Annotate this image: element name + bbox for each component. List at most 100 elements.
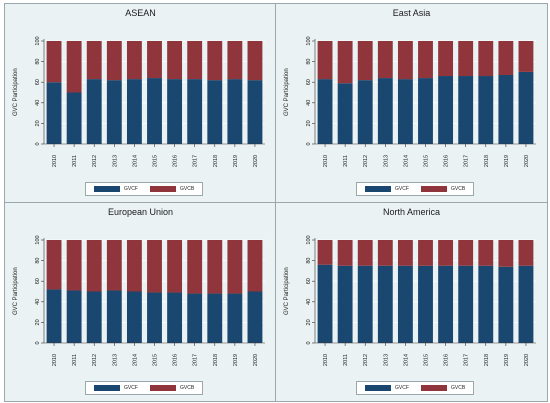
legend: GVCF GVCB: [356, 182, 474, 196]
x-tick-label: 2012: [92, 354, 98, 366]
bar-segment-gvcb: [66, 240, 82, 291]
legend-label: GVCB: [451, 385, 466, 391]
bar-segment-gvcf: [247, 80, 263, 144]
x-tick-label: 2019: [233, 354, 239, 366]
chart-title: North America: [382, 207, 441, 217]
x-tick-label: 2015: [153, 155, 159, 167]
bar-segment-gvcf: [478, 265, 494, 343]
legend-item: GVCF: [94, 186, 138, 192]
legend-label: GVCB: [180, 385, 195, 391]
y-tick-label: 100: [306, 36, 312, 45]
bar-segment-gvcb: [498, 240, 514, 267]
bar-segment-gvcf: [167, 79, 183, 144]
x-tick-label: 2018: [484, 354, 490, 366]
bar-segment-gvcf: [498, 74, 514, 144]
x-tick-label: 2017: [193, 354, 199, 366]
bar-segment-gvcb: [498, 41, 514, 75]
x-tick-label: 2017: [464, 155, 470, 167]
bar-segment-gvcb: [317, 41, 333, 80]
bar-segment-gvcb: [317, 240, 333, 265]
chart-title: ASEAN: [125, 8, 156, 18]
bar-segment-gvcb: [86, 41, 102, 80]
bar-segment-gvcb: [397, 41, 413, 80]
bar-segment-gvcf: [438, 76, 454, 144]
bar-segment-gvcf: [187, 293, 203, 343]
x-tick-label: 2013: [112, 354, 118, 366]
legend-item: GVCB: [421, 186, 465, 192]
y-tick-label: 20: [306, 120, 312, 126]
legend-swatch: [150, 186, 176, 192]
legend-label: GVCF: [124, 186, 138, 192]
legend-item: GVCF: [94, 385, 138, 391]
x-tick-label: 2014: [403, 354, 409, 366]
x-tick-label: 2011: [343, 155, 349, 167]
x-tick-label: 2018: [213, 155, 219, 167]
bar-segment-gvcb: [247, 240, 263, 292]
y-tick-label: 40: [306, 299, 312, 305]
x-tick-label: 2017: [193, 155, 199, 167]
legend-label: GVCB: [180, 186, 195, 192]
bar-segment-gvcf: [498, 266, 514, 343]
bar-segment-gvcf: [438, 265, 454, 343]
chart-panel: European Union GVC Participation 0 20 40 60 80…: [4, 202, 277, 402]
bar-segment-gvcb: [458, 41, 474, 77]
bar-segment-gvcf: [317, 79, 333, 144]
legend-swatch: [421, 385, 447, 391]
y-tick-label: 60: [35, 278, 41, 284]
legend-swatch: [421, 186, 447, 192]
bar-segment-gvcb: [438, 41, 454, 77]
x-tick-label: 2017: [464, 354, 470, 366]
x-tick-label: 2015: [424, 354, 430, 366]
bar-segment-gvcb: [106, 41, 122, 81]
x-tick-label: 2016: [173, 354, 179, 366]
legend: GVCF GVCB: [85, 381, 203, 395]
x-tick-label: 2012: [363, 354, 369, 366]
bar-segment-gvcf: [227, 293, 243, 343]
bar-segment-gvcb: [126, 240, 142, 292]
x-tick-label: 2014: [132, 155, 138, 167]
bar-segment-gvcb: [66, 41, 82, 93]
x-tick-label: 2013: [383, 155, 389, 167]
legend-swatch: [94, 385, 120, 391]
bar-segment-gvcb: [227, 41, 243, 80]
x-tick-label: 2010: [323, 155, 329, 167]
bar-segment-gvcb: [518, 41, 534, 72]
bar-segment-gvcf: [106, 80, 122, 144]
legend-item: GVCB: [150, 186, 194, 192]
y-tick-label: 20: [35, 120, 41, 126]
x-tick-label: 2010: [52, 354, 58, 366]
bar-segment-gvcf: [397, 79, 413, 144]
y-tick-label: 100: [35, 235, 41, 244]
chart-title: East Asia: [392, 8, 431, 18]
y-tick-label: 80: [35, 59, 41, 65]
legend-label: GVCF: [124, 385, 138, 391]
bar-segment-gvcf: [46, 289, 62, 343]
x-tick-label: 2011: [72, 155, 78, 167]
bar-segment-gvcb: [126, 41, 142, 80]
bar-segment-gvcb: [187, 41, 203, 80]
x-tick-label: 2010: [323, 354, 329, 366]
plot-svg: 0 20 40 60 80 100 2010 2011 2012 2013 2014 2015 2016…: [35, 36, 265, 167]
x-tick-label: 2016: [173, 155, 179, 167]
bar-segment-gvcf: [207, 293, 223, 343]
y-tick-label: 40: [35, 299, 41, 305]
bar-segment-gvcf: [46, 82, 62, 144]
x-tick-label: 2015: [424, 155, 430, 167]
legend: GVCF GVCB: [356, 381, 474, 395]
bar-segment-gvcb: [397, 240, 413, 266]
bar-segment-gvcb: [207, 41, 223, 81]
x-tick-label: 2013: [383, 354, 389, 366]
legend-item: GVCB: [150, 385, 194, 391]
y-tick-label: 100: [35, 36, 41, 45]
bar-segment-gvcb: [377, 41, 393, 79]
bar-segment-gvcf: [147, 78, 162, 144]
x-tick-label: 2016: [444, 354, 450, 366]
bar-segment-gvcf: [86, 79, 102, 144]
bar-segment-gvcb: [478, 41, 494, 77]
y-tick-label: 60: [306, 79, 312, 85]
chart-title: European Union: [107, 207, 174, 217]
chart-panel: ASEAN GVC Participation 0 20 40 60 80 100 2010 20…: [4, 3, 277, 203]
y-tick-label: 40: [35, 100, 41, 106]
x-tick-label: 2011: [72, 354, 78, 366]
legend-label: GVCF: [395, 385, 409, 391]
